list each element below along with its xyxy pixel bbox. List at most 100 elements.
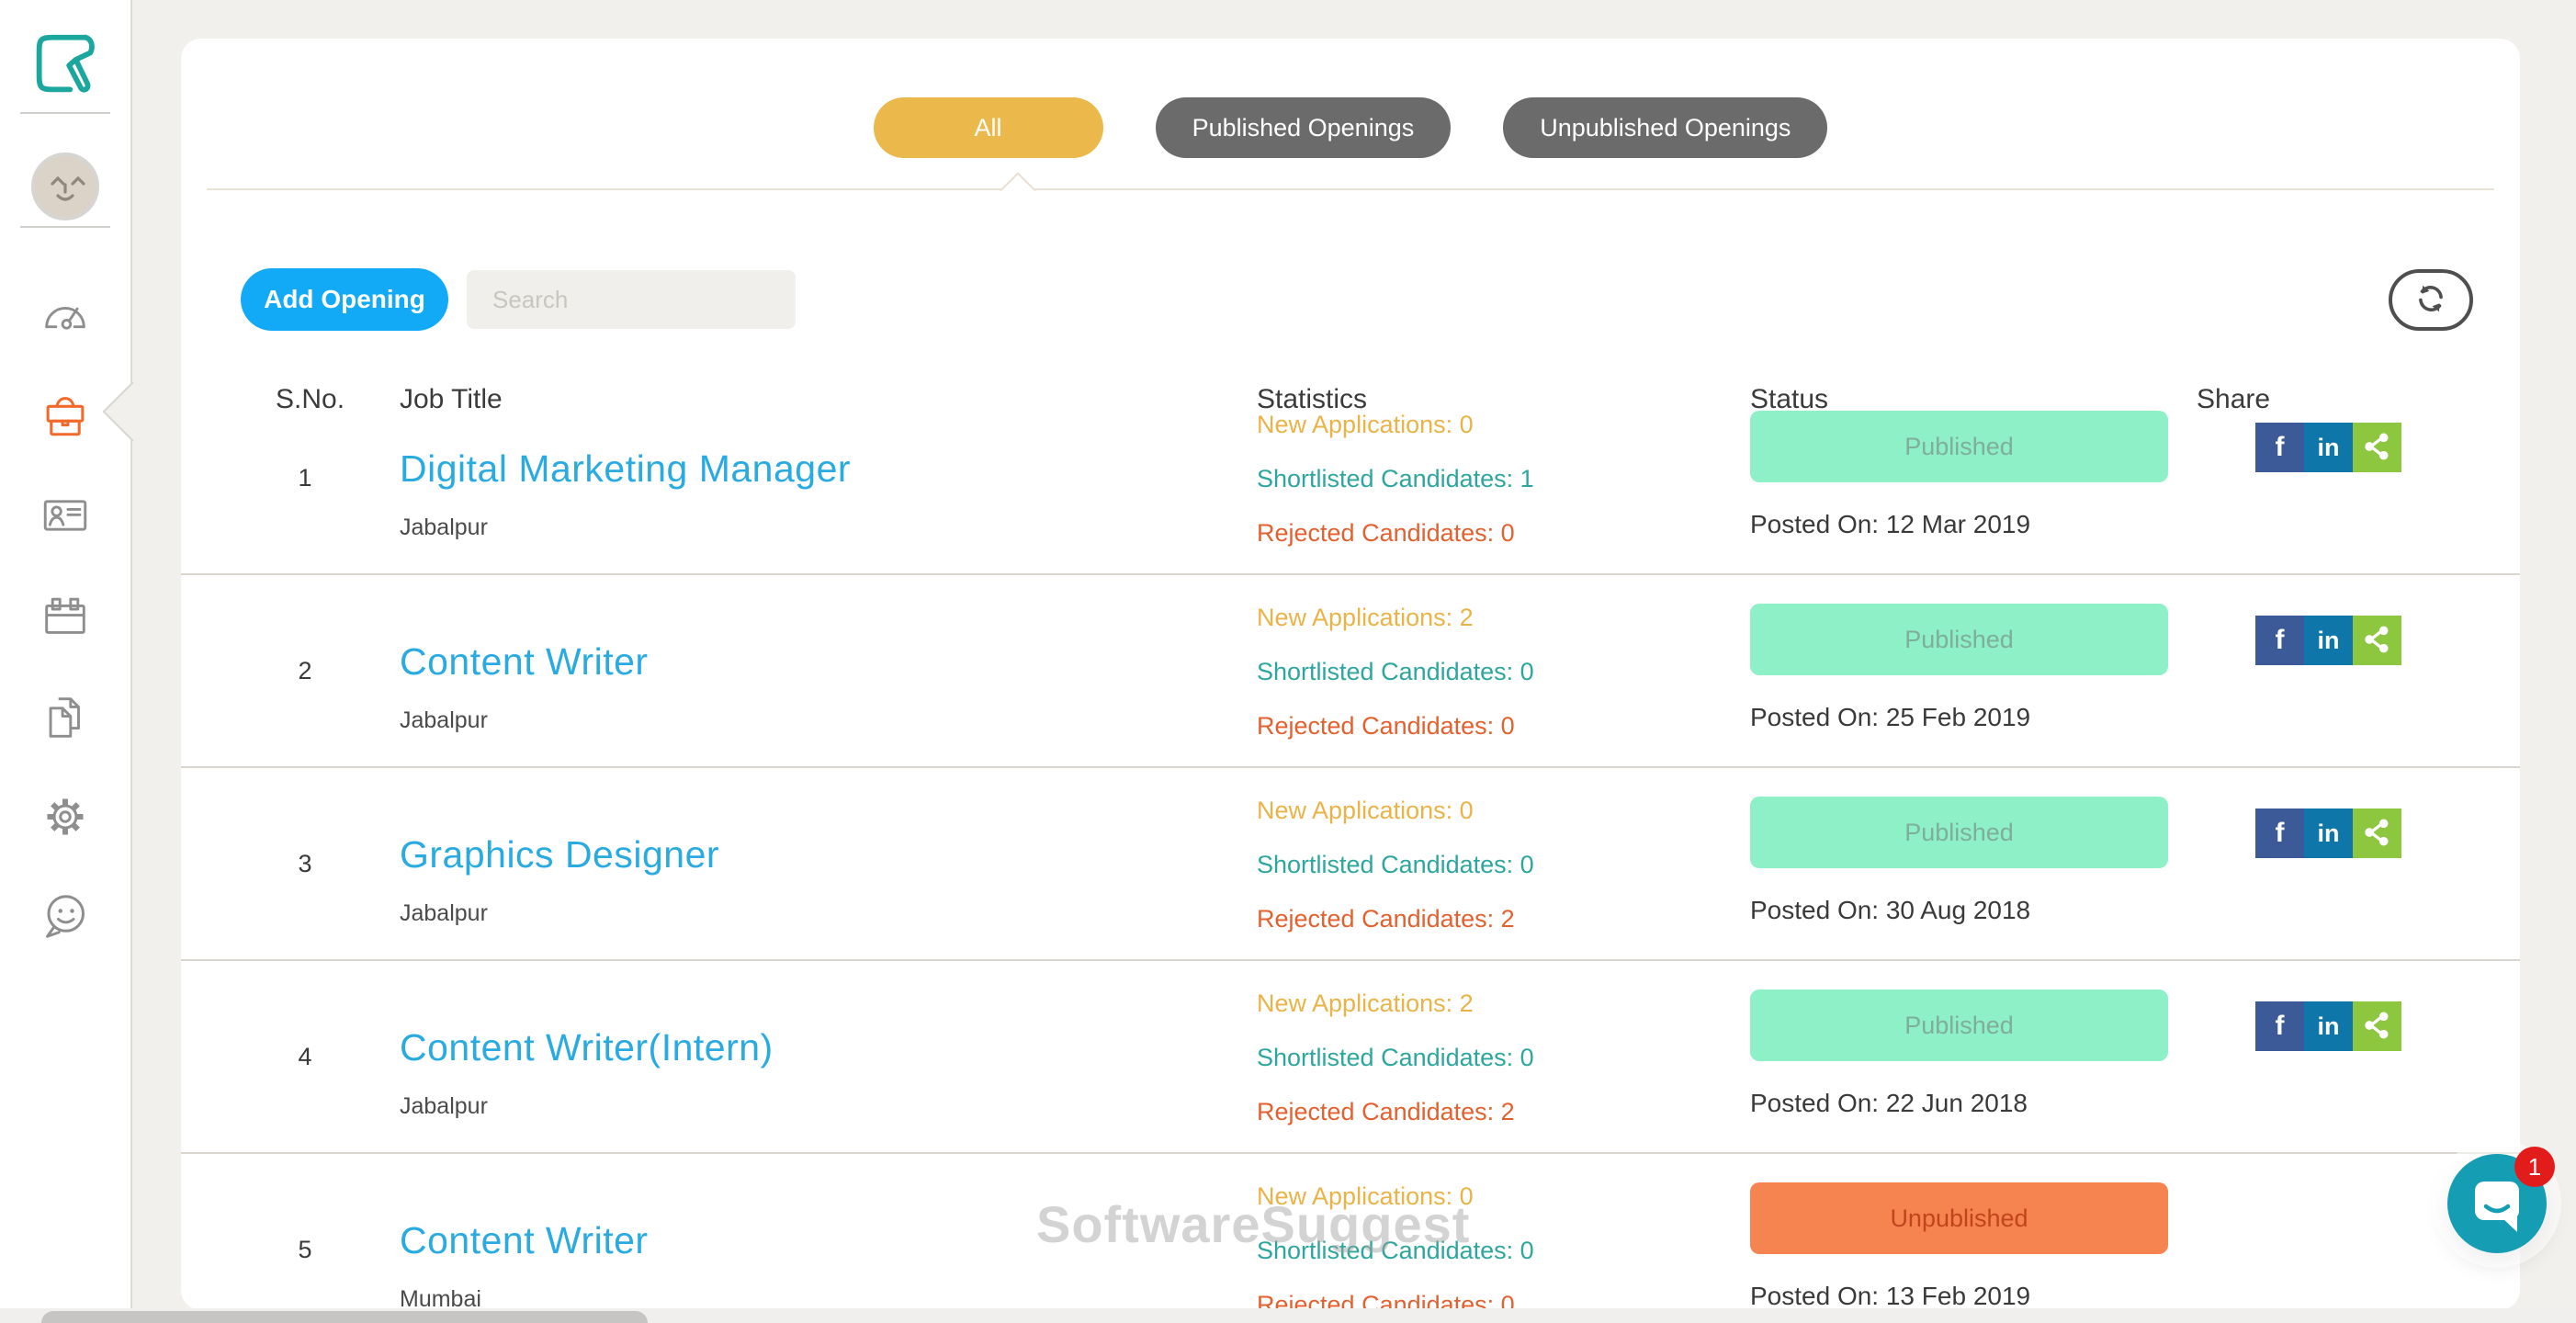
stat-rejected-candidates: Rejected Candidates: 0 — [1257, 519, 1515, 547]
add-opening-button[interactable]: Add Opening — [241, 268, 448, 331]
generic-share-button[interactable] — [2353, 808, 2401, 858]
statistics-cell: New Applications: 0 Shortlisted Candidat… — [1257, 1170, 1534, 1310]
stat-shortlisted-candidates: Shortlisted Candidates: 1 — [1257, 465, 1534, 492]
table-row: 2 Content Writer Jabalpur New Applicatio… — [181, 575, 2520, 768]
openings-table-body: 1 Digital Marketing Manager Jabalpur New… — [181, 382, 2520, 1310]
stat-rejected-candidates: Rejected Candidates: 0 — [1257, 1291, 1515, 1310]
app-logo[interactable] — [0, 24, 130, 106]
stat-rejected-candidates: Rejected Candidates: 2 — [1257, 905, 1515, 933]
linkedin-share-button[interactable]: in — [2304, 1001, 2353, 1051]
status-badge[interactable]: Published — [1750, 411, 2168, 482]
row-sno: 1 — [298, 463, 312, 492]
id-card-icon — [39, 489, 92, 547]
chat-bubble-icon — [2447, 1182, 2547, 1256]
sidebar-item-dashboard[interactable] — [0, 292, 130, 350]
linkedin-share-button[interactable]: in — [2304, 616, 2353, 665]
linkedin-share-button[interactable]: in — [2304, 808, 2353, 858]
statistics-cell: New Applications: 0 Shortlisted Candidat… — [1257, 784, 1534, 946]
bottom-toast-edge — [41, 1311, 648, 1323]
facebook-share-button[interactable]: f — [2255, 808, 2304, 858]
job-title-link[interactable]: Digital Marketing Manager — [400, 447, 852, 490]
row-sno: 3 — [298, 849, 312, 877]
stat-shortlisted-candidates: Shortlisted Candidates: 0 — [1257, 1237, 1534, 1264]
refresh-button[interactable] — [2389, 269, 2473, 331]
tabs-divider — [207, 188, 2494, 190]
posted-on: Posted On: 30 Aug 2018 — [1750, 896, 2031, 924]
posted-on: Posted On: 25 Feb 2019 — [1750, 703, 2031, 731]
status-badge[interactable]: Published — [1750, 797, 2168, 868]
facebook-icon: f — [2275, 818, 2285, 848]
generic-share-button[interactable] — [2353, 1001, 2401, 1051]
posted-on: Posted On: 13 Feb 2019 — [1750, 1282, 2031, 1310]
stat-rejected-candidates: Rejected Candidates: 0 — [1257, 712, 1515, 740]
job-location: Jabalpur — [400, 514, 488, 540]
sidebar-item-openings[interactable] — [0, 388, 130, 446]
job-title-link[interactable]: Content Writer(Intern) — [400, 1026, 774, 1069]
table-row: 1 Digital Marketing Manager Jabalpur New… — [181, 382, 2520, 575]
header-status: Status — [1750, 384, 1829, 414]
status-badge[interactable]: Published — [1750, 604, 2168, 675]
calendar-icon — [39, 590, 92, 648]
share-buttons: f in — [2255, 1001, 2401, 1051]
user-avatar[interactable] — [0, 151, 130, 227]
job-cell: Content Writer Jabalpur — [400, 641, 649, 734]
table-row: 5 Content Writer Mumbai New Applications… — [181, 1154, 2520, 1310]
job-title-link[interactable]: Graphics Designer — [400, 833, 720, 876]
openings-card: All Published Openings Unpublished Openi… — [181, 39, 2520, 1310]
header-sno: S.No. — [276, 384, 345, 414]
job-location: Jabalpur — [400, 900, 488, 926]
linkedin-share-button[interactable]: in — [2304, 423, 2353, 472]
statistics-cell: New Applications: 0 Shortlisted Candidat… — [1257, 398, 1534, 560]
stat-shortlisted-candidates: Shortlisted Candidates: 0 — [1257, 1044, 1534, 1071]
facebook-icon: f — [2275, 625, 2285, 655]
sidebar-item-documents[interactable] — [0, 691, 130, 749]
stat-new-applications: New Applications: 0 — [1257, 797, 1474, 824]
refresh-icon — [2413, 282, 2448, 318]
facebook-share-button[interactable]: f — [2255, 423, 2304, 472]
status-badge[interactable]: Published — [1750, 989, 2168, 1061]
filter-tabs: All Published Openings Unpublished Openi… — [181, 97, 2520, 158]
stat-shortlisted-candidates: Shortlisted Candidates: 0 — [1257, 851, 1534, 878]
sidebar-divider — [20, 112, 110, 114]
job-cell: Digital Marketing Manager Jabalpur — [400, 448, 851, 541]
table-header: S.No. Job Title Statistics Status Share — [181, 384, 2520, 424]
search-input[interactable] — [467, 270, 796, 329]
statistics-cell: New Applications: 2 Shortlisted Candidat… — [1257, 977, 1534, 1139]
job-title-link[interactable]: Content Writer — [400, 640, 649, 683]
sidebar-item-calendar[interactable] — [0, 590, 130, 648]
gear-icon — [38, 786, 93, 846]
tab-published-openings[interactable]: Published Openings — [1155, 97, 1452, 158]
status-cell: Unpublished Posted On: 13 Feb 2019 — [1750, 1154, 2182, 1310]
job-location: Jabalpur — [400, 707, 488, 733]
share-buttons: f in — [2255, 616, 2401, 665]
active-tab-caret — [1000, 172, 1036, 209]
generic-share-button[interactable] — [2353, 616, 2401, 665]
tab-all[interactable]: All — [873, 97, 1103, 158]
tab-unpublished-openings[interactable]: Unpublished Openings — [1503, 97, 1828, 158]
sidebar-item-candidates[interactable] — [0, 489, 130, 547]
posted-on: Posted On: 22 Jun 2018 — [1750, 1089, 2028, 1117]
stat-new-applications: New Applications: 0 — [1257, 411, 1474, 438]
job-title-link[interactable]: Content Writer — [400, 1219, 649, 1261]
generic-share-button[interactable] — [2353, 423, 2401, 472]
header-share: Share — [2197, 384, 2271, 414]
facebook-share-button[interactable]: f — [2255, 616, 2304, 665]
sidebar-item-feedback[interactable] — [0, 888, 130, 947]
row-sno: 2 — [298, 656, 312, 684]
table-row: 4 Content Writer(Intern) Jabalpur New Ap… — [181, 961, 2520, 1154]
app-logo-icon — [27, 24, 104, 106]
share-icon — [2359, 428, 2396, 468]
sidebar — [0, 0, 132, 1323]
job-cell: Content Writer(Intern) Jabalpur — [400, 1027, 774, 1120]
row-sno: 4 — [298, 1042, 312, 1070]
share-icon — [2359, 814, 2396, 854]
sidebar-item-settings[interactable] — [0, 786, 130, 846]
facebook-icon: f — [2275, 1011, 2285, 1041]
job-cell: Content Writer Mumbai — [400, 1220, 649, 1310]
table-row: 3 Graphics Designer Jabalpur New Applica… — [181, 768, 2520, 961]
row-sno: 5 — [298, 1235, 312, 1263]
facebook-share-button[interactable]: f — [2255, 1001, 2304, 1051]
status-badge[interactable]: Unpublished — [1750, 1182, 2168, 1254]
linkedin-icon: in — [2317, 1012, 2340, 1040]
